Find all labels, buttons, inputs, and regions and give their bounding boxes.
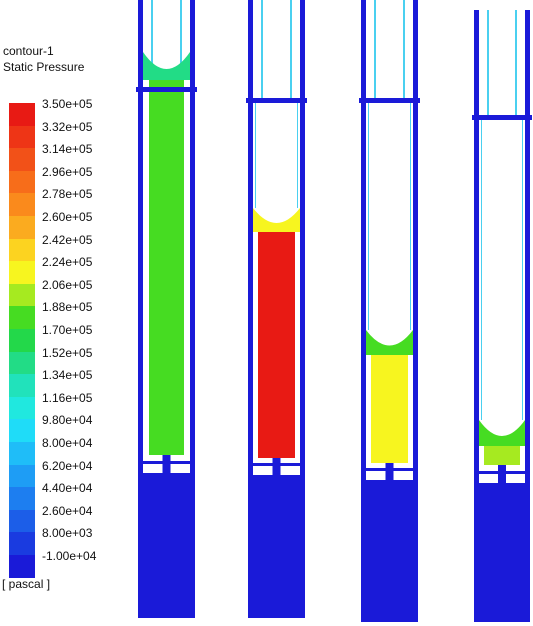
- tube-3-inner-line-left: [374, 0, 376, 101]
- legend-label: 9.80e+04: [42, 413, 93, 428]
- tube-3-wall-left: [361, 0, 366, 480]
- tube-3-nozzle-ledge: [366, 468, 413, 471]
- tube-3-collar: [359, 98, 420, 103]
- legend-swatch: [9, 238, 35, 262]
- legend-swatch: [9, 148, 35, 172]
- legend-swatch: [9, 193, 35, 217]
- legend-swatch: [9, 261, 35, 285]
- tube-4-inner-line-right: [515, 10, 517, 118]
- tube-4-meniscus: [479, 420, 525, 446]
- legend-swatch: [9, 464, 35, 488]
- legend-swatch: [9, 329, 35, 352]
- tube-2-nozzle: [272, 458, 281, 475]
- legend-label: 1.52e+05: [42, 345, 93, 360]
- legend-swatch: [9, 487, 35, 511]
- legend-label: 2.78e+05: [42, 187, 93, 202]
- tube-1-collar: [136, 87, 197, 92]
- tube-2-inner-line-lower-left: [255, 101, 256, 208]
- tube-4-inner-line-left: [487, 10, 489, 118]
- legend-subtitle: Static Pressure: [3, 60, 85, 74]
- tube-1-inner-line-right: [180, 0, 182, 90]
- legend-label: 2.96e+05: [42, 164, 93, 179]
- tube-2-wall-left: [248, 0, 253, 475]
- tube-4-interior: [479, 10, 525, 483]
- tube-3-wall-right: [413, 0, 418, 480]
- legend-swatch: [9, 374, 35, 398]
- legend-label: 1.88e+05: [42, 300, 93, 315]
- tube-4-collar: [472, 115, 532, 120]
- legend-label: 2.60e+04: [42, 503, 93, 518]
- legend-title: contour-1: [3, 44, 54, 58]
- tube-2-wall-right: [300, 0, 305, 475]
- tube-1-nozzle-ledge: [143, 461, 190, 464]
- tube-3-inner-line-lower-right: [410, 101, 411, 330]
- tube-4-wall-left: [474, 10, 479, 483]
- legend-swatch: [9, 509, 35, 533]
- tube-2-liquid-column: [258, 232, 295, 458]
- tube-3-inner-line-lower-left: [368, 101, 369, 330]
- tube-3-base-block: [361, 480, 418, 622]
- tube-1-inner-line-left: [151, 0, 153, 90]
- legend-swatch: [9, 532, 35, 556]
- legend-label: 2.06e+05: [42, 277, 93, 292]
- legend-swatch: [9, 103, 35, 126]
- tube-4-liquid-column: [484, 446, 520, 465]
- legend-swatch: [9, 419, 35, 443]
- legend-label: -1.00e+04: [42, 549, 97, 563]
- tube-1-meniscus: [143, 52, 190, 80]
- tube-2-nozzle-ledge: [253, 463, 300, 466]
- legend-swatch: [9, 216, 35, 239]
- tube-3-inner-line-right: [403, 0, 405, 101]
- tube-2-collar: [246, 98, 307, 103]
- legend-unit: [ pascal ]: [2, 577, 51, 591]
- tube-2-inner-line-right: [290, 0, 292, 101]
- legend-swatch: [9, 555, 35, 578]
- legend-label: 6.20e+04: [42, 458, 93, 473]
- legend-label: 8.00e+04: [42, 436, 93, 450]
- tube-2-inner-line-lower-right: [297, 101, 298, 208]
- tube-1-liquid-column: [149, 80, 184, 455]
- legend-label: 3.14e+05: [42, 142, 93, 157]
- legend-label: 4.40e+04: [42, 481, 93, 496]
- tube-2-meniscus: [253, 208, 300, 232]
- legend-swatch: [9, 396, 35, 420]
- legend-swatch: [9, 170, 35, 194]
- legend-swatch: [9, 125, 35, 149]
- tube-4-base-block: [474, 483, 530, 622]
- legend-swatch: [9, 306, 35, 330]
- tube-3-liquid-column: [371, 355, 408, 463]
- legend-label: 3.50e+05: [42, 97, 93, 111]
- tube-1-base-block: [138, 473, 195, 618]
- tube-3-meniscus: [366, 330, 413, 355]
- legend-swatch: [9, 351, 35, 375]
- legend-label: 3.32e+05: [42, 119, 93, 134]
- legend-label: 1.16e+05: [42, 390, 93, 405]
- tube-3-nozzle: [385, 463, 394, 480]
- tube-4-inner-line-lower-right: [522, 118, 523, 420]
- pressure-legend: contour-1 Static Pressure 3.50e+05 3.32e+…: [0, 0, 130, 600]
- legend-label: 2.60e+05: [42, 210, 93, 224]
- tube-4-wall-right: [525, 10, 530, 483]
- legend-swatch: [9, 442, 35, 465]
- legend-label: 1.70e+05: [42, 323, 93, 337]
- legend-label: 2.42e+05: [42, 232, 93, 247]
- legend-label: 2.24e+05: [42, 255, 93, 270]
- tube-1-wall-left: [138, 0, 143, 473]
- tube-4-nozzle-ledge: [479, 471, 525, 474]
- legend-label: 8.00e+03: [42, 526, 93, 541]
- legend-label: 1.34e+05: [42, 368, 93, 383]
- tube-1-wall-right: [190, 0, 195, 473]
- tube-2-inner-line-left: [261, 0, 263, 101]
- legend-swatch: [9, 283, 35, 307]
- tube-2-base-block: [248, 475, 305, 618]
- tube-4-inner-line-lower-left: [481, 118, 482, 420]
